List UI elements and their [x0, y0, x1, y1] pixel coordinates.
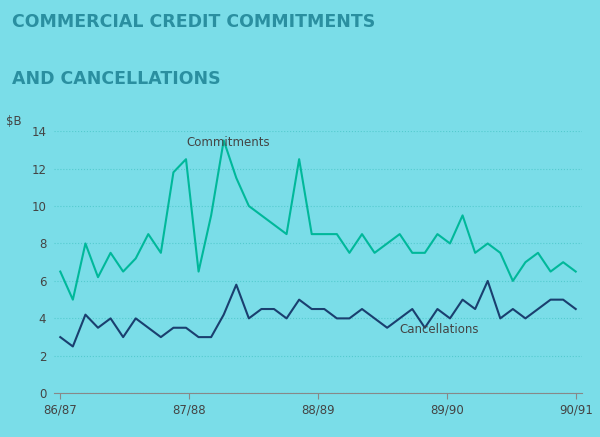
Text: Commitments: Commitments — [186, 136, 269, 149]
Text: AND CANCELLATIONS: AND CANCELLATIONS — [12, 70, 221, 88]
Text: Cancellations: Cancellations — [400, 323, 479, 336]
Text: COMMERCIAL CREDIT COMMITMENTS: COMMERCIAL CREDIT COMMITMENTS — [12, 13, 375, 31]
Text: $B: $B — [7, 115, 22, 128]
